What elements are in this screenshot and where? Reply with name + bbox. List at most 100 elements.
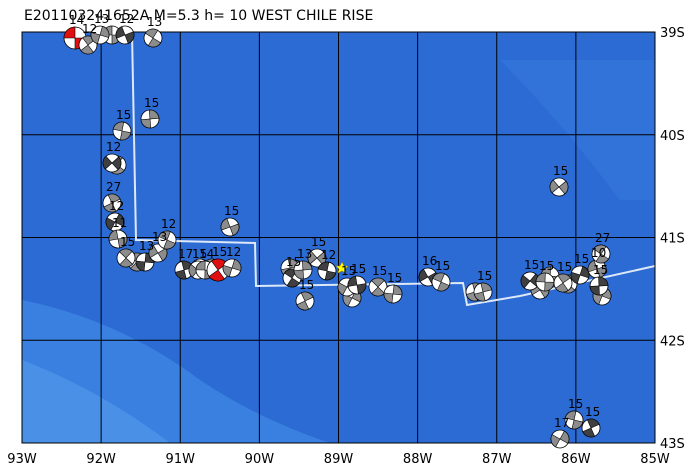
depth-label: 15	[585, 405, 600, 419]
compression-quadrant	[158, 230, 176, 250]
depth-label: 27	[106, 180, 121, 194]
depth-label: 15	[192, 247, 207, 261]
focal-mechanism	[108, 229, 128, 249]
compression-quadrant	[383, 284, 403, 304]
focal-mechanism	[157, 230, 177, 250]
compression-quadrant	[589, 276, 609, 296]
compression-quadrant	[296, 291, 314, 311]
compression-quadrant	[432, 272, 450, 292]
depth-label: 15	[351, 262, 366, 276]
events	[63, 25, 612, 449]
depth-label: 15	[286, 255, 301, 269]
compression-quadrant	[140, 109, 160, 129]
compression-quadrant	[293, 260, 313, 280]
compression-quadrant	[371, 277, 385, 297]
depth-label: 13	[94, 12, 109, 26]
depth-label: 14	[69, 13, 84, 27]
x-axis-label: 88W	[403, 452, 433, 467]
focal-mechanism	[140, 109, 160, 129]
depth-label: 12	[321, 248, 336, 262]
depth-label: 13	[297, 247, 312, 261]
compression-quadrant	[222, 259, 242, 277]
depth-label: 15	[568, 397, 583, 411]
depth-label: 15	[311, 235, 326, 249]
depth-label: 17	[554, 416, 569, 430]
depth-label: 15	[116, 108, 131, 122]
frame	[21, 31, 656, 444]
y-axis-label: 43S	[660, 437, 685, 452]
ridge-area	[500, 60, 655, 200]
focal-mechanism	[105, 212, 125, 232]
depth-label: 27	[595, 231, 610, 245]
focal-mechanism	[553, 273, 573, 293]
focal-mechanism	[347, 275, 367, 295]
focal-mechanism	[589, 276, 609, 296]
depth-label: 12	[109, 199, 124, 213]
y-axis-label: 42S	[660, 334, 685, 349]
title: E201103241652A M=5.3 h= 10 WEST CHILE RI…	[24, 8, 373, 24]
depth-label: 12	[161, 217, 176, 231]
x-axis-label: 93W	[7, 452, 37, 467]
compression-quadrant	[593, 244, 609, 264]
depth-label: 15	[120, 235, 135, 249]
compression-quadrant	[118, 248, 134, 268]
depth-label: 15	[524, 258, 539, 272]
compression-quadrant	[102, 155, 122, 171]
depth-label: 12	[82, 22, 97, 36]
compression-quadrant	[582, 418, 600, 438]
depth-label: 15	[224, 204, 239, 218]
focal-mechanism	[535, 272, 555, 292]
focal-mechanism	[112, 121, 132, 141]
depth-label: 15	[435, 259, 450, 273]
depth-label: 15	[341, 264, 356, 278]
y-axis-label: 39S	[660, 26, 685, 41]
focal-mechanism	[564, 410, 584, 430]
depth-label: 13	[152, 230, 167, 244]
focal-mechanism	[587, 259, 607, 279]
depth-label: 15	[553, 164, 568, 178]
epicenter-star	[335, 261, 349, 274]
compression-quadrant	[347, 275, 367, 295]
compression-quadrant	[550, 430, 570, 448]
focal-mechanism	[148, 243, 168, 263]
compression-quadrant	[473, 282, 493, 302]
compression-quadrant	[108, 229, 128, 249]
focal-mechanism	[220, 217, 240, 237]
depth-label: 11	[112, 216, 127, 230]
depth-label: 15	[477, 269, 492, 283]
focal-mechanism	[550, 429, 570, 449]
depth-label: 12	[106, 140, 121, 154]
depth-label: 12	[119, 12, 134, 26]
x-axis-label: 85W	[640, 452, 670, 467]
depth-label: 14	[199, 247, 214, 261]
depth-label: 10	[591, 246, 606, 260]
depth-label: 13	[139, 239, 154, 253]
compression-quadrant	[90, 25, 110, 45]
x-axis-label: 91W	[166, 452, 196, 467]
compression-quadrant	[105, 213, 125, 231]
focal-mechanism	[295, 291, 315, 311]
compression-quadrant	[144, 28, 162, 48]
focal-mechanism	[591, 244, 611, 264]
focal-mechanism	[115, 25, 135, 45]
depth-label: 15	[372, 264, 387, 278]
depth-label: 15	[557, 260, 572, 274]
depth-label: 12	[226, 245, 241, 259]
focal-mechanism	[317, 261, 337, 281]
focal-mechanism	[383, 284, 403, 304]
focal-mechanism	[135, 252, 155, 272]
y-axis-label: 41S	[660, 232, 685, 247]
depth-label: 13	[147, 15, 162, 29]
focal-mechanism	[102, 193, 122, 213]
focal-mechanism	[174, 260, 194, 280]
compression-quadrant	[564, 410, 584, 430]
shallow-area	[22, 360, 170, 443]
compression-quadrant	[115, 26, 135, 44]
compression-quadrant	[317, 261, 337, 281]
focal-mechanism	[549, 177, 569, 197]
x-axis-label: 90W	[245, 452, 275, 467]
x-axis-label: 87W	[482, 452, 512, 467]
compression-quadrant	[549, 179, 569, 195]
compression-quadrant	[307, 250, 327, 266]
